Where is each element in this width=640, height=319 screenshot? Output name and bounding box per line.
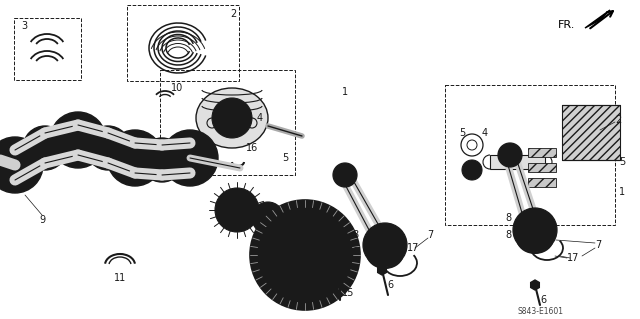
Circle shape: [50, 112, 106, 168]
Circle shape: [224, 110, 240, 126]
Circle shape: [23, 126, 67, 170]
Ellipse shape: [196, 88, 268, 148]
Circle shape: [212, 98, 252, 138]
Polygon shape: [585, 10, 610, 28]
Text: 8: 8: [352, 247, 358, 257]
Text: 8: 8: [352, 230, 358, 240]
Text: 13: 13: [264, 227, 276, 237]
Circle shape: [56, 118, 100, 162]
Circle shape: [363, 223, 407, 267]
Text: 1: 1: [342, 87, 348, 97]
Text: 14: 14: [299, 295, 311, 305]
Circle shape: [168, 136, 212, 180]
Text: 9: 9: [39, 215, 45, 225]
Circle shape: [467, 165, 477, 175]
Circle shape: [498, 143, 522, 167]
Bar: [528, 163, 556, 172]
Circle shape: [92, 132, 124, 164]
Text: 4: 4: [257, 113, 263, 123]
Circle shape: [0, 137, 43, 193]
Text: 8: 8: [505, 230, 511, 240]
Circle shape: [333, 163, 357, 187]
Circle shape: [277, 227, 333, 283]
Circle shape: [259, 209, 277, 227]
Circle shape: [270, 220, 340, 290]
Text: 2: 2: [615, 115, 621, 125]
Text: 5: 5: [282, 153, 288, 163]
Circle shape: [29, 132, 61, 164]
Text: 15: 15: [342, 288, 354, 298]
Bar: [528, 148, 556, 157]
Bar: [14, 18, 81, 80]
Bar: [528, 178, 556, 187]
Text: 5: 5: [194, 135, 200, 145]
Circle shape: [107, 130, 163, 186]
Circle shape: [250, 200, 360, 310]
Circle shape: [140, 138, 184, 182]
Bar: [490, 155, 545, 169]
Circle shape: [252, 202, 284, 234]
Text: 4: 4: [482, 128, 488, 138]
Circle shape: [297, 247, 313, 263]
Bar: [160, 70, 295, 175]
Text: 6: 6: [540, 295, 546, 305]
Circle shape: [257, 207, 353, 303]
Circle shape: [0, 143, 37, 187]
Text: 17: 17: [407, 243, 419, 253]
Circle shape: [223, 196, 251, 224]
Text: 7: 7: [427, 230, 433, 240]
Bar: [562, 105, 620, 160]
Circle shape: [462, 160, 482, 180]
Text: 1: 1: [619, 187, 625, 197]
Circle shape: [215, 188, 259, 232]
Circle shape: [263, 213, 273, 223]
Circle shape: [146, 144, 178, 176]
Circle shape: [113, 136, 157, 180]
Text: 10: 10: [171, 83, 183, 93]
Text: 12: 12: [236, 220, 248, 230]
Bar: [445, 85, 615, 225]
Text: S843-E1601: S843-E1601: [517, 308, 563, 316]
Text: FR.: FR.: [557, 20, 575, 30]
Text: 3: 3: [21, 21, 27, 31]
Text: 2: 2: [230, 9, 236, 19]
Circle shape: [231, 204, 243, 216]
Text: 8: 8: [505, 213, 511, 223]
Text: 6: 6: [387, 280, 393, 290]
Circle shape: [162, 130, 218, 186]
Text: 17: 17: [567, 253, 579, 263]
Text: 11: 11: [114, 273, 126, 283]
Circle shape: [513, 208, 557, 252]
Text: 5: 5: [619, 157, 625, 167]
Bar: [127, 5, 239, 81]
Text: 5: 5: [459, 128, 465, 138]
Circle shape: [86, 126, 130, 170]
Text: 16: 16: [246, 143, 258, 153]
Text: 7: 7: [595, 240, 601, 250]
Circle shape: [287, 237, 323, 273]
